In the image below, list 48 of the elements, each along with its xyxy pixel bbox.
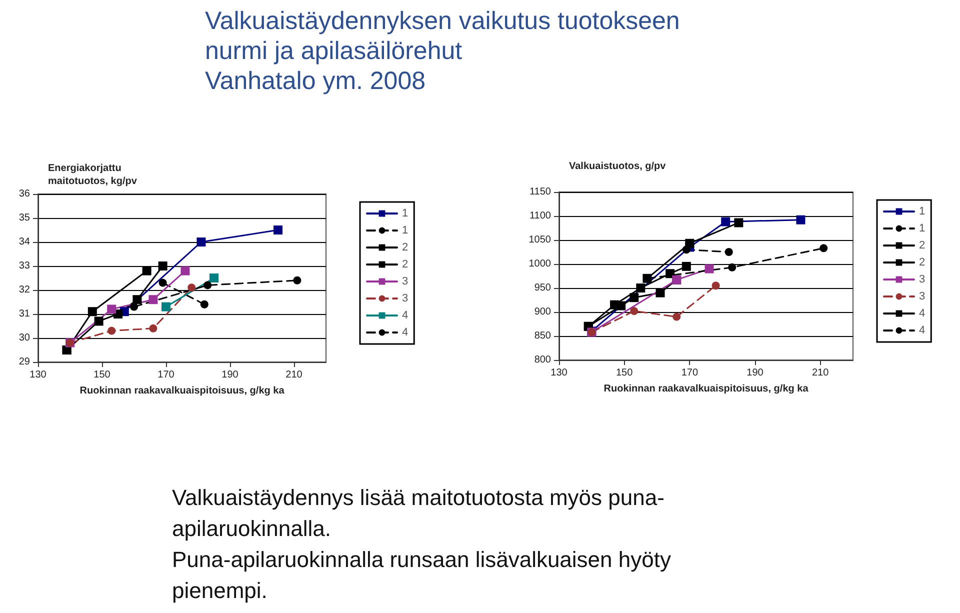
x-tick-label: 190 [222,370,239,380]
legend-label: 2 [402,258,408,270]
y-tick-label: 1050 [528,234,552,246]
legend-label: 4 [919,308,926,320]
y-tick-label: 800 [534,354,552,366]
x-tick-label: 190 [746,368,764,378]
y-tick-label: 1000 [528,258,552,270]
legend-label: 4 [919,324,926,336]
y-tick-label: 36 [18,188,30,200]
y-axis-title: Energiakorjattu maitotuotos, kg/pv [48,163,138,187]
legend-label: 4 [402,326,408,338]
legend-label: 2 [402,242,408,254]
text: Valkuaistäydennyksen vaikutus tuotokseen nurmi ja apilasäilörehut Vanhatalo ym. 2008 [205,6,680,96]
x-tick-label: 130 [550,368,568,378]
legend-label: 2 [919,240,926,252]
y-tick-label: 34 [18,236,30,248]
y-tick-label: 900 [534,306,552,318]
x-tick-label: 150 [616,368,634,378]
x-tick-label: 170 [158,370,175,380]
y-tick-label: 1150 [529,186,552,198]
legend-label: 3 [402,276,408,288]
x-axis-title: Ruokinnan raakavalkuaispitoisuus, g/kg ka [80,386,285,396]
text: Valkuaistäydennys lisää maitotuotosta myös puna-apilaruokinnalla. Puna-apilaruokinnalla runsaan lisävalkuaisen hyöty pienempi. [172,484,672,605]
legend-label: 1 [402,208,408,220]
x-tick-label: 130 [30,370,47,380]
legend-label: 3 [402,292,408,304]
y-tick-label: 1100 [529,210,552,222]
y-tick-label: 33 [18,260,30,272]
legend-label: 1 [919,206,926,218]
x-tick-label: 210 [812,368,830,378]
y-axis-title: Valkuaistuotos, g/pv [569,161,666,172]
y-tick-label: 35 [18,212,30,224]
x-tick-label: 210 [286,370,303,380]
y-tick-label: 29 [18,356,30,368]
x-tick-label: 170 [681,368,698,378]
legend-label: 4 [402,310,408,322]
x-tick-label: 150 [94,370,111,380]
x-axis-title: Ruokinnan raakavalkuaispitoisuus, g/kg ka [604,384,809,394]
legend-label: 3 [919,290,926,302]
legend-label: 1 [919,222,926,234]
y-tick-label: 32 [18,284,30,296]
y-tick-label: 31 [18,308,30,320]
legend-label: 2 [919,256,926,268]
legend-label: 3 [919,274,926,286]
y-tick-label: 30 [18,332,30,344]
legend-label: 1 [402,224,408,236]
y-tick-label: 950 [534,282,552,294]
y-tick-label: 850 [534,330,552,342]
